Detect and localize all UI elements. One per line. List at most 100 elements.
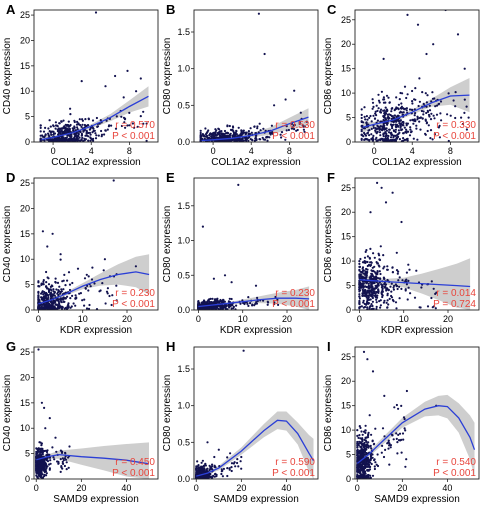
data-point — [120, 115, 123, 118]
y-tick-label: 0.5 — [177, 437, 190, 447]
data-point — [395, 119, 398, 122]
data-point — [356, 469, 359, 472]
data-point — [87, 275, 90, 278]
data-point — [226, 308, 229, 310]
data-point — [369, 454, 373, 457]
data-point — [363, 138, 366, 141]
confidence-band — [359, 258, 471, 310]
data-point — [378, 265, 381, 268]
data-point — [197, 306, 200, 310]
data-point — [72, 302, 75, 305]
data-point — [195, 469, 198, 472]
trend-line — [359, 279, 471, 288]
data-point — [49, 138, 52, 142]
data-point — [219, 136, 222, 139]
data-point — [133, 126, 136, 129]
data-point — [57, 293, 60, 296]
data-point — [215, 136, 218, 139]
data-point — [40, 466, 43, 469]
data-point — [360, 447, 363, 450]
data-point — [372, 138, 375, 141]
data-point — [367, 302, 370, 305]
data-point — [212, 134, 215, 137]
data-point — [218, 133, 221, 136]
y-tick-label: 20 — [341, 39, 351, 49]
data-point — [367, 441, 370, 444]
data-point — [381, 294, 384, 297]
data-point — [439, 112, 442, 115]
data-point — [396, 287, 399, 291]
data-point — [361, 294, 364, 297]
data-point — [219, 298, 222, 302]
data-point — [224, 140, 227, 142]
y-tick-label: 0.0 — [177, 305, 190, 315]
data-point — [104, 85, 107, 88]
data-point — [379, 125, 382, 128]
data-point — [377, 93, 380, 96]
data-point — [70, 305, 73, 308]
data-point — [382, 140, 385, 142]
p-value: P < 0.001 — [433, 468, 476, 479]
plot-frame — [354, 9, 480, 143]
data-point — [284, 138, 287, 141]
data-point — [374, 292, 377, 295]
data-point — [280, 131, 284, 134]
data-point — [358, 299, 361, 303]
data-point — [120, 124, 123, 128]
data-point — [369, 114, 372, 118]
data-point — [382, 455, 386, 459]
data-point — [64, 129, 67, 132]
data-point — [60, 288, 63, 291]
data-point — [54, 124, 58, 127]
data-point — [35, 459, 38, 463]
data-point — [45, 472, 48, 475]
x-tick-label: 40 — [442, 483, 452, 493]
data-point — [398, 98, 401, 101]
data-point — [255, 134, 258, 137]
x-tick-label: 10 — [238, 314, 248, 324]
data-point — [108, 294, 111, 298]
data-point — [226, 467, 229, 470]
data-point — [54, 121, 58, 124]
x-axis-label: SAMD9 expression — [53, 494, 139, 505]
data-point — [71, 294, 74, 297]
data-point — [366, 291, 369, 294]
data-point — [363, 106, 366, 109]
data-point — [401, 120, 404, 124]
data-point — [400, 123, 403, 126]
data-point — [357, 444, 360, 447]
data-point — [94, 132, 97, 135]
data-point — [263, 52, 266, 56]
data-point — [68, 130, 71, 133]
x-tick-label: 20 — [122, 314, 132, 324]
data-point — [365, 281, 368, 285]
data-point — [375, 305, 378, 308]
data-point — [40, 307, 43, 310]
data-point — [39, 453, 42, 457]
data-point — [103, 133, 106, 136]
data-point — [110, 124, 113, 127]
data-point — [47, 290, 51, 294]
data-point — [383, 265, 386, 268]
data-point — [364, 285, 367, 288]
data-point — [40, 401, 44, 404]
data-point — [201, 471, 204, 474]
data-point — [373, 294, 376, 297]
data-point — [393, 406, 396, 409]
y-tick-label: 20 — [341, 376, 351, 386]
data-point — [368, 459, 371, 462]
data-point — [380, 451, 383, 454]
data-point — [395, 106, 398, 109]
data-point — [400, 451, 403, 454]
data-point — [402, 132, 405, 135]
data-point — [405, 124, 408, 127]
data-point — [55, 288, 58, 291]
data-point — [356, 466, 359, 469]
data-point — [48, 463, 51, 466]
data-point — [370, 127, 373, 130]
data-point — [259, 129, 262, 132]
data-point — [399, 119, 402, 122]
data-point — [43, 466, 46, 469]
data-point — [238, 140, 242, 142]
